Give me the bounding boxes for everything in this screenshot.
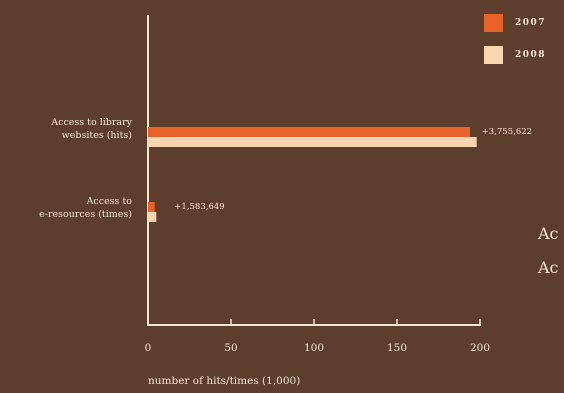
x-tick-label: 0 bbox=[145, 342, 152, 354]
x-tick-label: 150 bbox=[387, 342, 407, 354]
x-tick-label: 100 bbox=[304, 342, 324, 354]
bar-annotation: +1,583,649 bbox=[174, 202, 224, 212]
x-tick-label: 50 bbox=[224, 342, 237, 354]
bar-2007-eresources bbox=[148, 202, 155, 212]
legend-label-2007: 2007 bbox=[515, 18, 547, 28]
bar-annotation: +3,755,622 bbox=[482, 127, 532, 137]
bar-2008-eresources bbox=[148, 212, 157, 222]
legend-swatch-2008 bbox=[484, 46, 503, 64]
category-label-websites: Access to library websites (hits) bbox=[0, 116, 132, 142]
x-axis-label: number of hits/times (1,000) bbox=[148, 375, 301, 387]
category-label-line: Access to bbox=[86, 196, 132, 207]
category-label-eresources: Access to e-resources (times) bbox=[0, 195, 132, 221]
x-tick-label: 200 bbox=[470, 342, 490, 354]
bar-2007-websites bbox=[148, 127, 471, 137]
bar-2008-websites bbox=[148, 137, 477, 147]
category-label-line: e-resources (times) bbox=[39, 209, 132, 220]
category-label-line: Access to library bbox=[51, 117, 132, 128]
cut-off-text-line-1: Ac bbox=[538, 224, 559, 243]
legend-swatch-2007 bbox=[484, 14, 503, 32]
legend-label-2008: 2008 bbox=[515, 50, 547, 60]
cut-off-text-line-2: Ac bbox=[538, 258, 559, 277]
category-label-line: websites (hits) bbox=[61, 130, 132, 141]
